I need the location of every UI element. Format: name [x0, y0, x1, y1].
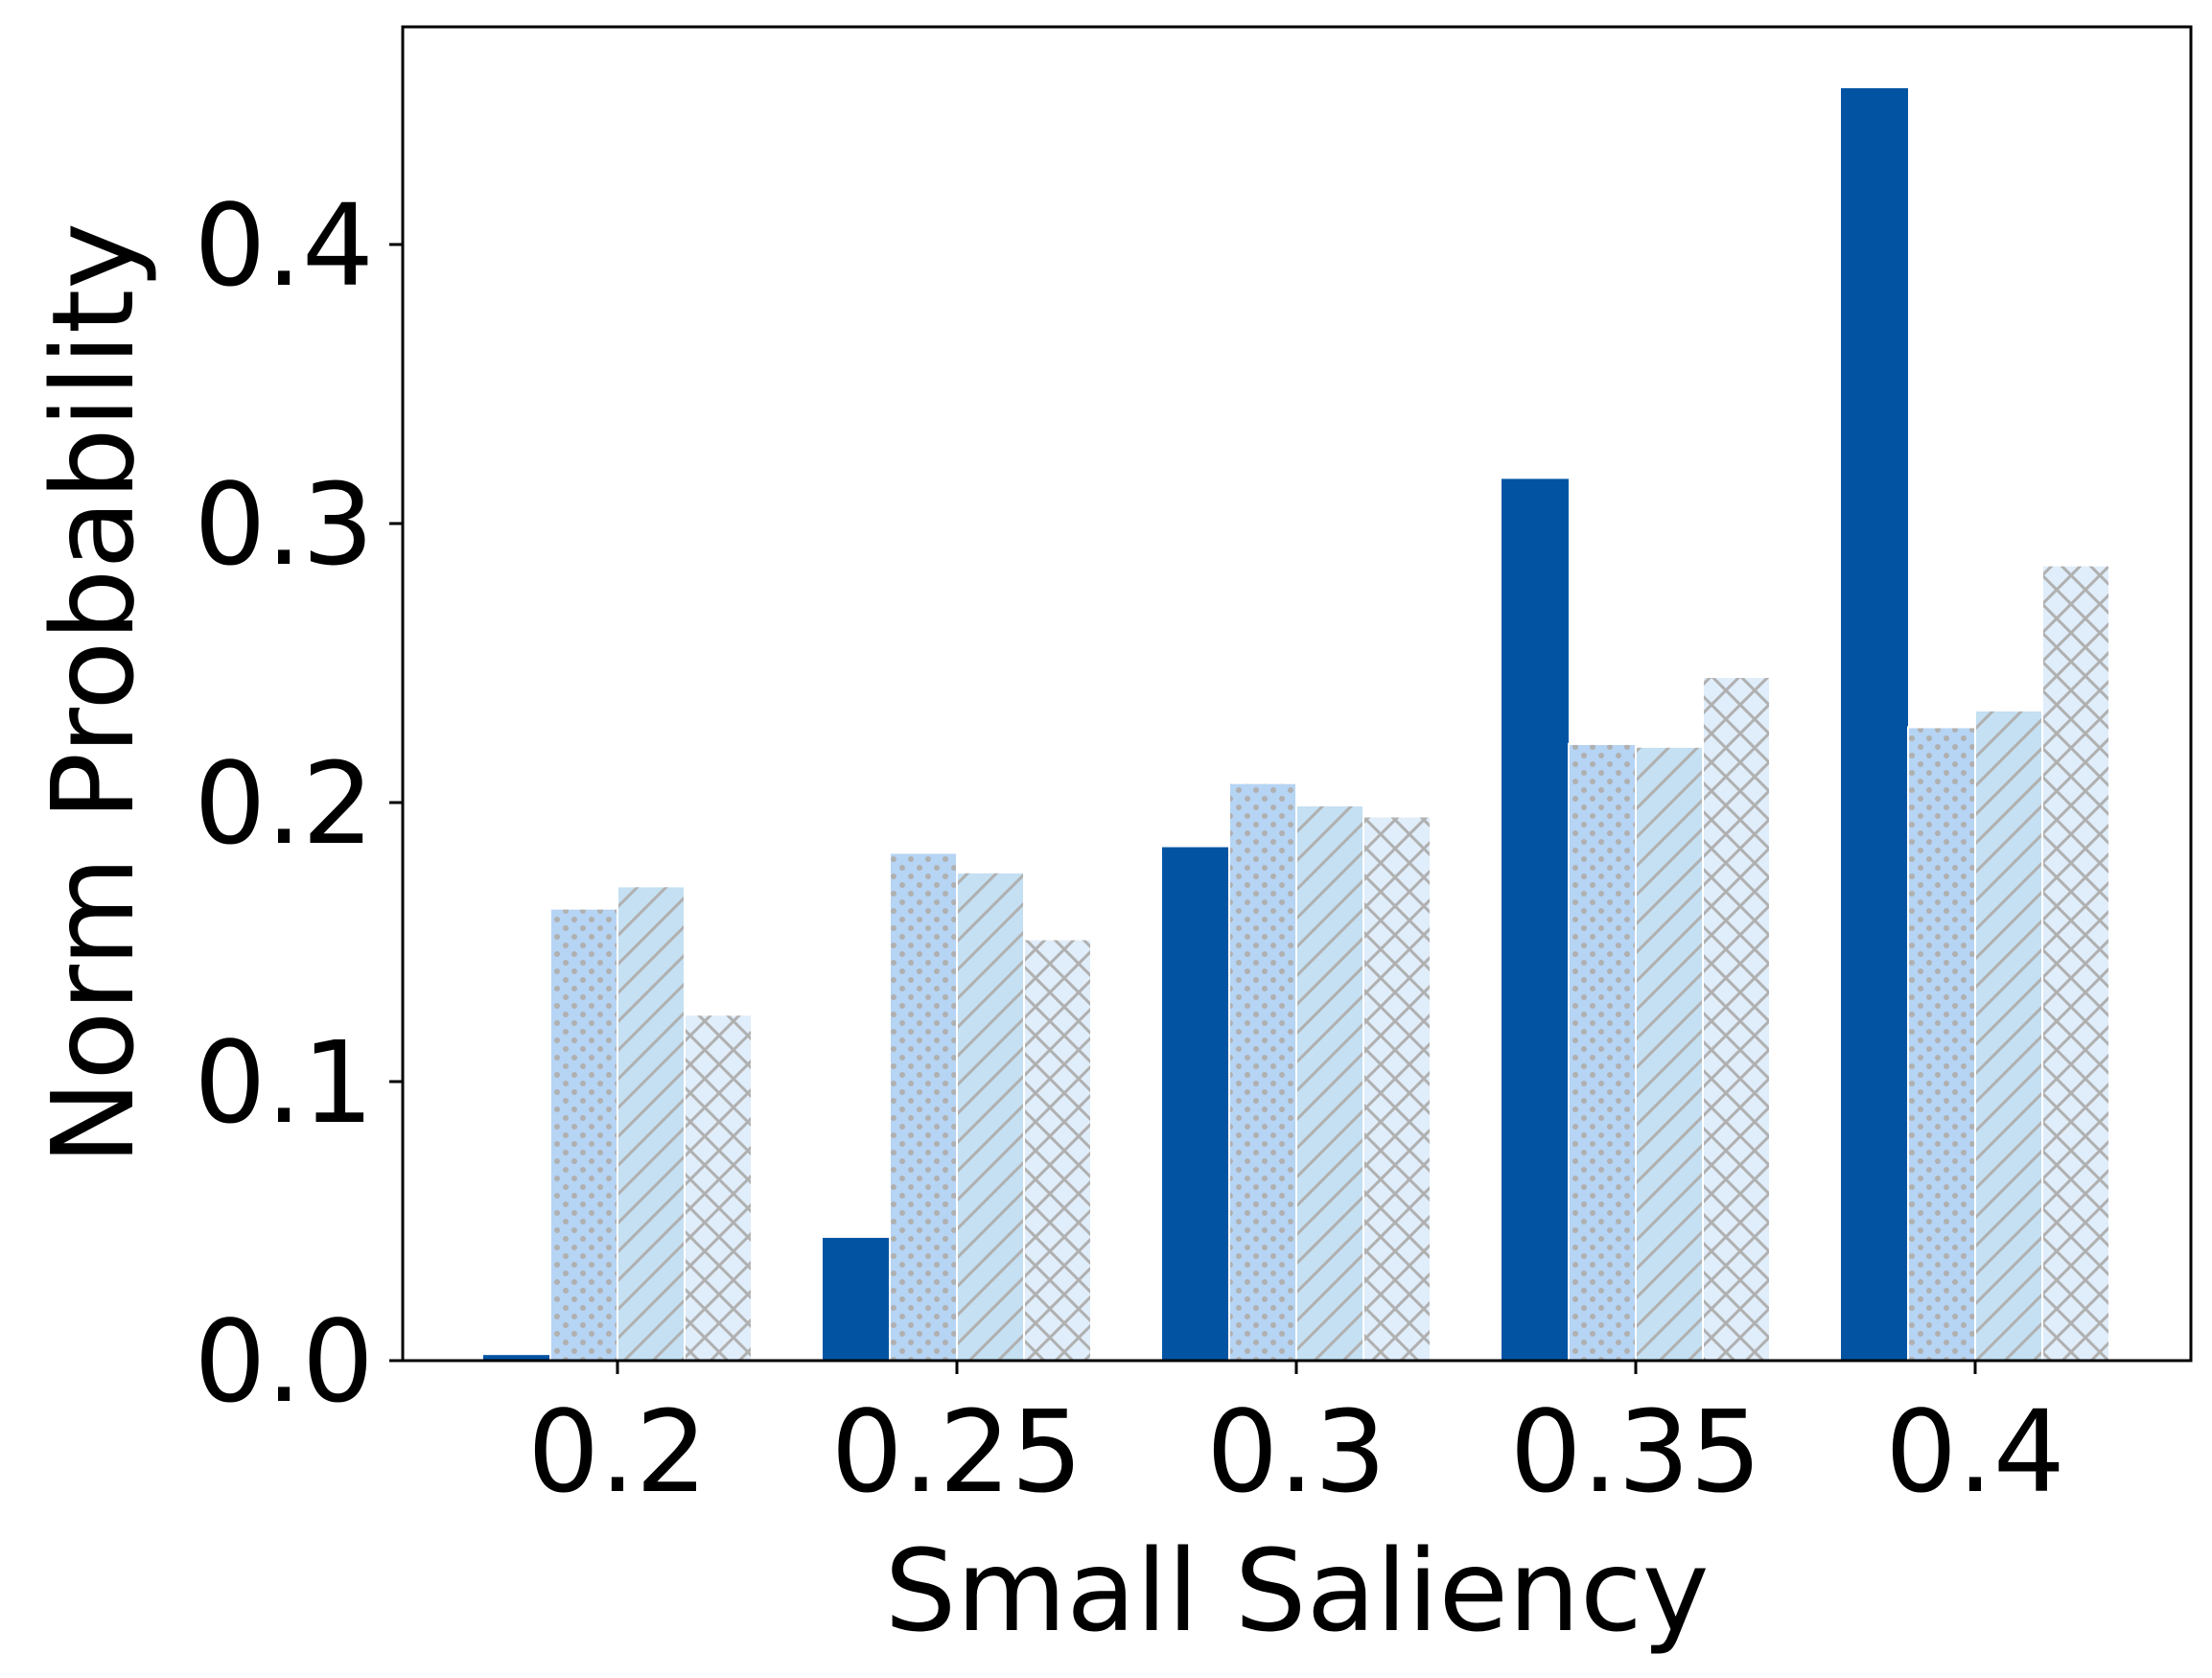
bar-0.25-series-3: [956, 871, 1025, 1362]
bar-0.35-series-1: [1502, 478, 1569, 1362]
bar-0.2-series-1: [483, 1355, 550, 1361]
x-axis: 0.2 0.25 0.3 0.35 0.4: [527, 1361, 2065, 1518]
bar-0.4-series-3: [1974, 709, 2043, 1362]
y-axis: 0.0 0.1 0.2 0.3 0.4: [194, 179, 403, 1428]
y-axis-label: Norm Probability: [27, 222, 159, 1165]
bar-0.4-series-2: [1907, 726, 1976, 1362]
bar-0.25-series-4: [1023, 938, 1092, 1362]
x-tick-label: 0.35: [1510, 1386, 1762, 1518]
y-tick-label: 0.3: [194, 458, 374, 591]
x-tick-label: 0.2: [527, 1386, 708, 1518]
bar-0.2-series-4: [684, 1014, 753, 1362]
bars-group: [483, 88, 2110, 1363]
bar-0.2-series-2: [549, 907, 618, 1363]
y-tick-label: 0.2: [194, 737, 374, 870]
y-tick-label: 0.1: [194, 1016, 374, 1149]
bar-0.35-series-4: [1702, 676, 1771, 1362]
x-axis-label: Small Saliency: [884, 1525, 1709, 1657]
bar-0.35-series-3: [1635, 745, 1704, 1362]
bar-0.3-series-4: [1362, 815, 1432, 1362]
bar-0.4-series-4: [2041, 564, 2110, 1362]
y-tick-label: 0.0: [194, 1295, 374, 1428]
bar-0.4-series-1: [1841, 88, 1908, 1362]
y-tick-label: 0.4: [194, 179, 374, 312]
x-tick-label: 0.4: [1885, 1386, 2065, 1518]
x-tick-label: 0.25: [831, 1386, 1083, 1518]
bar-0.2-series-3: [617, 885, 686, 1363]
x-tick-label: 0.3: [1206, 1386, 1386, 1518]
bar-0.25-series-1: [823, 1237, 890, 1361]
bar-0.35-series-2: [1568, 742, 1637, 1362]
bar-0.25-series-2: [889, 851, 958, 1362]
plot-frame: [401, 25, 2193, 1363]
bar-0.3-series-2: [1228, 781, 1297, 1362]
bar-0.3-series-3: [1295, 804, 1364, 1362]
bar-0.3-series-1: [1162, 847, 1229, 1361]
